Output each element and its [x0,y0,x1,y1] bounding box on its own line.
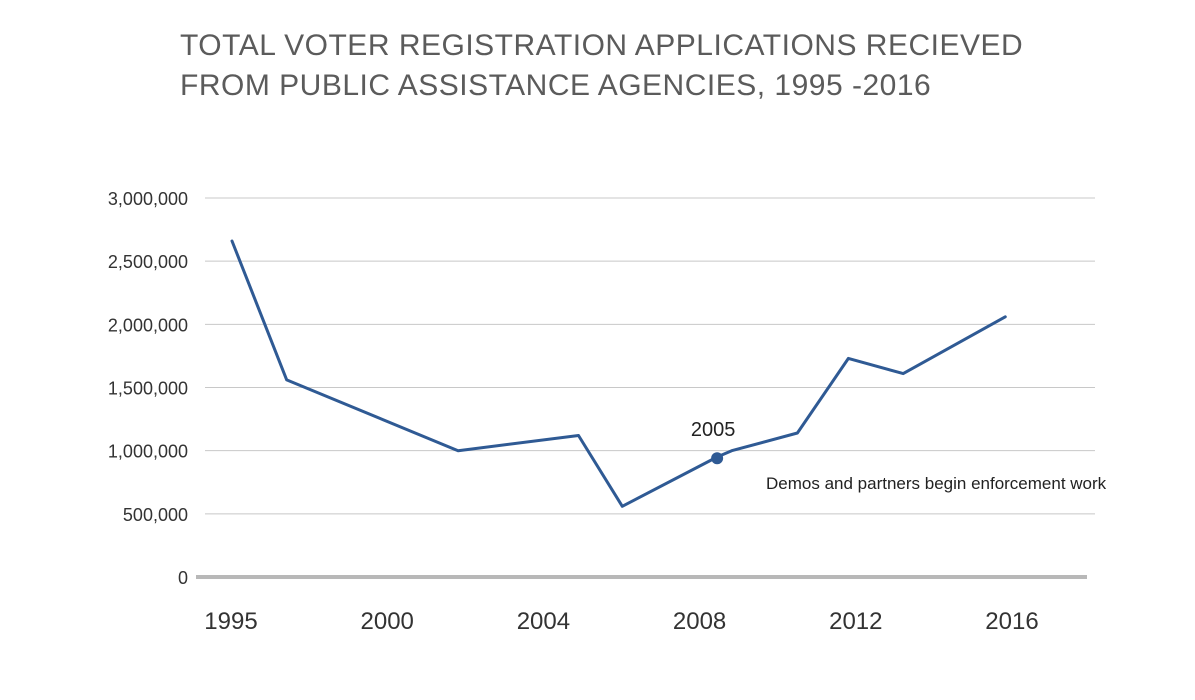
y-tick-label: 2,000,000 [108,315,188,335]
x-tick-label: 2012 [829,608,882,635]
series-group [230,239,1007,508]
y-tick-label: 1,000,000 [108,442,188,462]
y-tick-label: 3,000,000 [108,189,188,209]
x-tick-label: 2008 [673,608,726,635]
x-tick-label: 2004 [517,608,570,635]
x-tick-label: 1995 [204,608,257,635]
series-line [230,239,1007,508]
annotation: 2005 Demos and partners begin enforcemen… [691,419,1107,493]
y-tick-label: 1,500,000 [108,379,188,399]
x-tick-label: 2016 [985,608,1038,635]
y-tick-label: 0 [178,568,188,588]
chart-title-line-2: FROM PUBLIC ASSISTANCE AGENCIES, 1995 -2… [180,69,932,102]
y-tick-label: 2,500,000 [108,252,188,272]
chart-title: TOTAL VOTER REGISTRATION APPLICATIONS RE… [180,26,1023,106]
gridlines [205,197,1095,515]
y-axis-ticks: 0 500,000 1,000,000 1,500,000 2,000,000 2,500… [108,189,188,588]
annotation-marker [711,452,724,465]
annotation-description: Demos and partners begin enforcement wor… [766,474,1107,493]
annotation-year-label: 2005 [691,419,736,441]
y-tick-label: 500,000 [123,505,188,525]
x-axis-ticks: 1995 2000 2004 2008 2012 2016 [204,608,1038,635]
x-tick-label: 2000 [361,608,414,635]
chart-title-line-1: TOTAL VOTER REGISTRATION APPLICATIONS RE… [180,29,1024,62]
